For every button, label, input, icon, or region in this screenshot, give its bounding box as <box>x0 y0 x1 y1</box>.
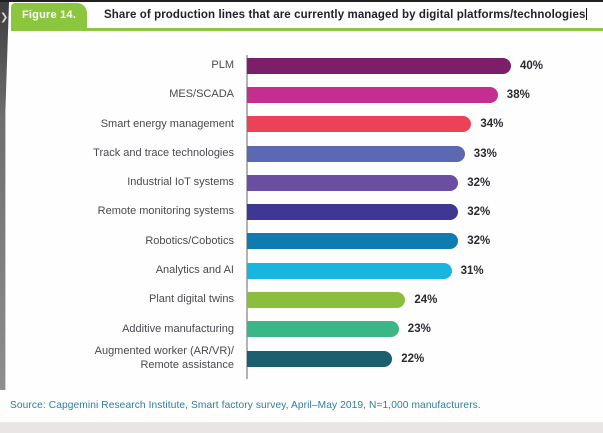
chart-row: Remote monitoring systems 32% <box>0 197 603 226</box>
top-border <box>0 0 603 2</box>
figure-title: Share of production lines that are curre… <box>104 8 594 21</box>
chart-row: Augmented worker (AR/VR)/ Remote assista… <box>0 344 603 373</box>
chart-row: Track and trace technologies 33% <box>0 139 603 168</box>
bar <box>247 174 459 191</box>
figure-title-text: Share of production lines that are curre… <box>104 9 586 21</box>
y-axis-line <box>246 55 248 379</box>
value-label: 40% <box>520 59 544 72</box>
chart-row: Smart energy management 34% <box>0 110 603 139</box>
bar <box>247 204 459 221</box>
bar <box>247 262 452 279</box>
category-label: Additive manufacturing <box>122 322 234 335</box>
category-label: Analytics and AI <box>155 264 234 277</box>
page-edge-strip <box>0 2 9 390</box>
value-label: 38% <box>506 88 530 101</box>
category-label: Robotics/Cobotics <box>145 234 234 247</box>
text-cursor <box>586 8 588 20</box>
chart-row: PLM 40% <box>0 51 603 80</box>
bottom-strip <box>0 422 603 433</box>
bar <box>247 116 472 133</box>
value-label: 32% <box>467 206 491 219</box>
bar <box>247 86 498 103</box>
value-label: 32% <box>467 235 491 248</box>
bar <box>247 57 511 74</box>
chart-row: Plant digital twins 24% <box>0 285 603 314</box>
value-label: 31% <box>460 264 484 277</box>
value-label: 32% <box>467 176 491 189</box>
source-note: Source: Capgemini Research Institute, Sm… <box>10 400 481 411</box>
value-label: 33% <box>473 147 497 160</box>
category-label: PLM <box>211 58 234 71</box>
bar-chart: PLM 40% MES/SCADA 38% Smart energy managemen… <box>0 51 603 373</box>
value-label: 24% <box>414 294 438 307</box>
category-label: Industrial IoT systems <box>127 176 234 189</box>
category-label: MES/SCADA <box>169 88 234 101</box>
header-rule <box>11 28 603 31</box>
figure-badge: Figure 14. <box>11 3 87 28</box>
bar <box>247 292 406 309</box>
category-label: Smart energy management <box>100 117 234 130</box>
category-label: Augmented worker (AR/VR)/ Remote assista… <box>94 345 234 371</box>
chart-row: Robotics/Cobotics 32% <box>0 227 603 256</box>
bar <box>247 233 459 250</box>
bar <box>247 145 465 162</box>
chart-row: Industrial IoT systems 32% <box>0 168 603 197</box>
chart-row: MES/SCADA 38% <box>0 80 603 109</box>
bar <box>247 350 393 367</box>
category-label: Track and trace technologies <box>93 146 234 159</box>
category-label: Remote monitoring systems <box>97 205 234 218</box>
value-label: 23% <box>407 323 431 336</box>
page-nav-arrow-icon[interactable]: ❯ <box>0 12 9 23</box>
bar <box>247 321 399 338</box>
chart-row: Analytics and AI 31% <box>0 256 603 285</box>
category-label: Plant digital twins <box>149 293 234 306</box>
chart-row: Additive manufacturing 23% <box>0 315 603 344</box>
value-label: 22% <box>401 352 425 365</box>
value-label: 34% <box>480 118 504 131</box>
